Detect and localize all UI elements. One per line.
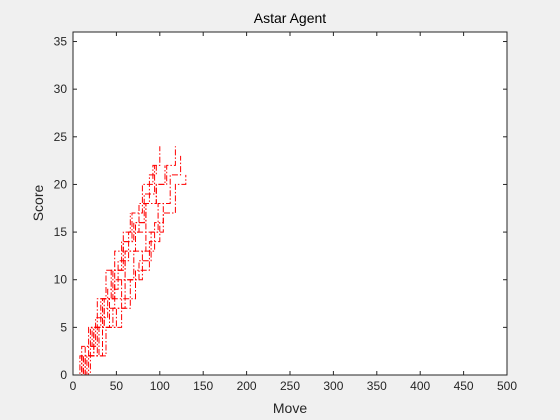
x-tick-label: 450 <box>454 379 474 393</box>
x-tick-label: 100 <box>150 379 170 393</box>
y-tick-label: 35 <box>54 35 68 49</box>
x-tick-label: 150 <box>193 379 213 393</box>
x-tick-label: 50 <box>110 379 124 393</box>
y-tick-label: 20 <box>54 177 68 191</box>
series-line-10 <box>73 165 156 376</box>
y-tick-label: 30 <box>54 82 68 96</box>
y-tick-label: 5 <box>60 320 67 334</box>
x-tick-label: 500 <box>497 379 517 393</box>
tick-layer: 0 50 100 150 200 250 300 350 400 450 500 0 5 10 15 20 25… <box>54 32 517 393</box>
x-tick-label: 350 <box>367 379 387 393</box>
x-tick-label: 400 <box>410 379 430 393</box>
x-tick-label: 300 <box>323 379 343 393</box>
chart-title: Astar Agent <box>254 10 326 26</box>
x-tick-label: 200 <box>237 379 257 393</box>
x-tick-label: 250 <box>280 379 300 393</box>
y-tick-label: 25 <box>54 130 68 144</box>
y-axis-label: Score <box>30 185 46 222</box>
x-axis-label: Move <box>273 400 307 416</box>
y-tick-label: 15 <box>54 225 68 239</box>
series-layer <box>73 146 187 376</box>
axes-box <box>72 31 508 376</box>
y-tick-label: 10 <box>54 273 68 287</box>
plot-area <box>73 32 507 375</box>
y-tick-label: 0 <box>60 368 67 382</box>
series-line-8 <box>73 222 161 376</box>
x-tick-label: 0 <box>70 379 77 393</box>
